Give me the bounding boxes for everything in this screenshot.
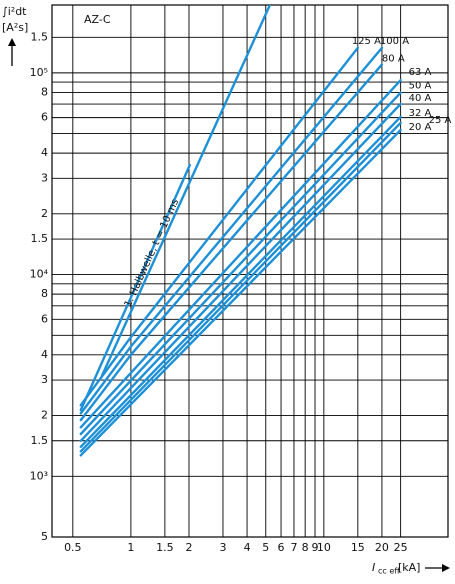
title-box	[78, 10, 112, 30]
curve	[79, 79, 402, 429]
y-tick-label: 3	[41, 171, 48, 184]
x-tick-label: 4	[244, 541, 251, 554]
y-tick-label: 6	[41, 312, 48, 325]
y-tick-label: 5	[41, 530, 48, 543]
y-unit: [A²s]	[2, 21, 28, 34]
y-tick-label: 10⁴	[30, 268, 49, 281]
series-label: 20 A	[409, 122, 432, 133]
y-tick-label: 1.5	[31, 232, 49, 245]
x-tick-label: 0.5	[64, 541, 82, 554]
series-label: 63 A	[409, 67, 432, 78]
series-label: 25 A	[429, 115, 452, 126]
x-tick-label: 25	[394, 541, 408, 554]
chart-title: AZ-C	[84, 13, 111, 26]
series-label: 40 A	[409, 93, 432, 104]
lines	[79, 5, 402, 457]
x-tick-label: 2	[185, 541, 192, 554]
x-tick-label: 9	[312, 541, 319, 554]
curve	[79, 91, 402, 436]
x-label: I	[372, 561, 375, 574]
curve	[79, 115, 402, 448]
y-tick-label: 1.5	[31, 434, 49, 447]
series-label: 100 A	[380, 36, 409, 47]
y-tick-label: 3	[41, 373, 48, 386]
curve	[101, 5, 272, 377]
series-label: 32 A	[409, 108, 432, 119]
y-tick-label: 4	[41, 146, 48, 159]
series-label: 80 A	[382, 54, 405, 65]
x-tick-label: 1	[127, 541, 134, 554]
x-tick-label: 10	[317, 541, 331, 554]
grid	[52, 5, 448, 538]
x-tick-label: 15	[351, 541, 365, 554]
curve	[79, 128, 402, 457]
x-tick-label: 8	[302, 541, 309, 554]
x-tick-label: 1.5	[156, 541, 174, 554]
x-tick-label: 5	[262, 541, 269, 554]
series-label: 50 A	[409, 81, 432, 92]
x-tick-label: 20	[375, 541, 389, 554]
y-label: ∫i²dt	[2, 5, 27, 18]
series-label: 125 A	[352, 36, 381, 47]
curve	[79, 46, 359, 407]
y-tick-label: 8	[41, 287, 48, 300]
y-arrow-head	[8, 38, 16, 46]
x-tick-label: 7	[290, 541, 297, 554]
x-tick-label: 3	[219, 541, 226, 554]
y-tick-label: 1.5	[31, 30, 49, 43]
y-tick-label: 10⁵	[30, 66, 48, 79]
y-tick-label: 10³	[30, 469, 48, 482]
y-tick-label: 2	[41, 207, 48, 220]
y-tick-label: 2	[41, 409, 48, 422]
y-tick-label: 4	[41, 348, 48, 361]
curve	[79, 121, 402, 453]
x-arrow-head	[442, 564, 450, 572]
plot-frame	[51, 4, 449, 538]
x-unit: [kA]	[398, 561, 420, 574]
y-tick-label: 8	[41, 85, 48, 98]
curve	[79, 63, 384, 422]
y-tick-label: 6	[41, 111, 48, 124]
curve	[79, 102, 402, 442]
curve	[79, 163, 191, 412]
x-label-sub: cc eff	[378, 567, 400, 576]
x-tick-label: 6	[278, 541, 285, 554]
curve	[79, 46, 384, 415]
